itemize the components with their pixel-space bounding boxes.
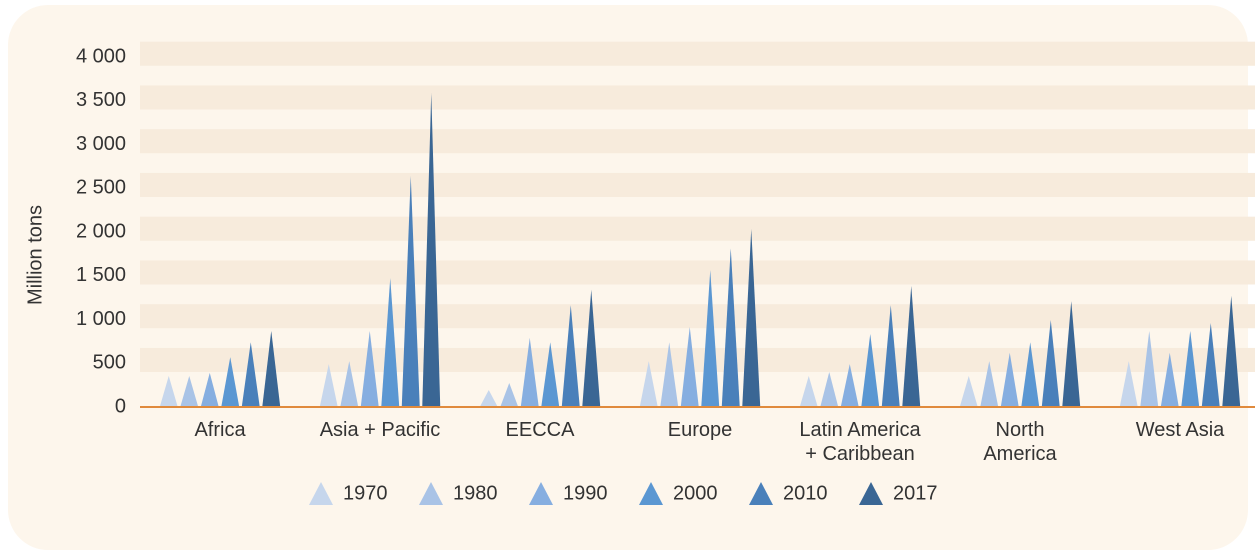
bar	[340, 361, 359, 407]
bar	[1021, 342, 1040, 407]
x-tick-label-line: America	[983, 443, 1057, 465]
legend-marker	[529, 482, 553, 505]
bar	[1201, 323, 1220, 407]
x-tick-label-line: Latin America	[799, 419, 921, 441]
legend-label: 1970	[343, 482, 388, 504]
bar	[799, 376, 818, 407]
bar	[701, 270, 720, 407]
bar	[1041, 319, 1060, 407]
y-tick-label: 1 000	[76, 308, 126, 330]
bar	[479, 389, 498, 407]
bar	[902, 285, 921, 407]
y-tick-label: 4 000	[76, 45, 126, 67]
legend-marker	[859, 482, 883, 505]
x-tick-label: Africa	[194, 419, 246, 441]
y-tick-label: 3 500	[76, 89, 126, 111]
bar	[1160, 352, 1179, 407]
grid-band	[140, 41, 1255, 66]
bar	[500, 382, 519, 407]
x-tick-label: Latin America + Caribbean	[799, 419, 921, 465]
bar	[1222, 295, 1241, 407]
bar	[422, 92, 441, 407]
bar	[680, 326, 699, 407]
y-tick-label: 3 000	[76, 133, 126, 155]
legend-marker	[309, 482, 333, 505]
bar	[200, 372, 219, 407]
x-tick-label-line: West Asia	[1136, 419, 1225, 441]
bar	[660, 342, 679, 407]
x-tick-label-line: Asia + Pacific	[320, 419, 441, 441]
x-tick-label-line: EECCA	[506, 419, 576, 441]
legend-label: 1990	[563, 482, 608, 504]
y-tick-label: 2 500	[76, 177, 126, 199]
bar	[721, 248, 740, 407]
y-axis-label: Million tons	[24, 205, 46, 305]
legend-label: 2000	[673, 482, 718, 504]
y-tick-label: 500	[93, 352, 126, 374]
y-tick-label: 2 000	[76, 220, 126, 242]
x-tick-label-line: + Caribbean	[805, 443, 915, 465]
grid-band	[140, 347, 1255, 372]
grid-band	[140, 260, 1255, 285]
bar	[582, 289, 601, 407]
x-tick-label-line: Africa	[194, 419, 246, 441]
bar	[541, 342, 560, 407]
x-tick-label: West Asia	[1136, 419, 1225, 441]
bar	[742, 228, 761, 407]
bar	[401, 176, 420, 407]
bar	[639, 361, 658, 407]
bar	[221, 357, 240, 407]
legend-marker	[749, 482, 773, 505]
bar	[360, 330, 379, 407]
bar	[820, 372, 839, 407]
bar	[561, 305, 580, 407]
grid-band	[140, 129, 1255, 154]
legend-label: 1980	[453, 482, 498, 504]
x-tick-label-line: Europe	[668, 419, 733, 441]
y-tick-label: 1 500	[76, 264, 126, 286]
bar	[840, 364, 859, 407]
x-tick-label-line: North	[996, 419, 1045, 441]
bar	[1000, 352, 1019, 407]
bar	[959, 376, 978, 407]
legend-marker	[419, 482, 443, 505]
legend-marker	[639, 482, 663, 505]
y-tick-label: 0	[115, 395, 126, 417]
bar	[1119, 361, 1138, 407]
legend-label: 2010	[783, 482, 828, 504]
bar	[520, 337, 539, 407]
x-tick-label: Europe	[668, 419, 733, 441]
bar	[159, 376, 178, 407]
x-tick-label: EECCA	[506, 419, 576, 441]
grid-band	[140, 85, 1255, 110]
grid-band	[140, 304, 1255, 329]
bar	[1140, 330, 1159, 407]
grid-band	[140, 172, 1255, 197]
bar	[881, 305, 900, 407]
bar	[980, 361, 999, 407]
bar	[262, 330, 281, 407]
legend-label: 2017	[893, 482, 938, 504]
x-tick-label: North America	[983, 419, 1057, 465]
bar	[381, 277, 400, 407]
x-tick-label: Asia + Pacific	[320, 419, 441, 441]
bar	[180, 376, 199, 407]
bar	[861, 333, 880, 407]
grid-band	[140, 216, 1255, 241]
bar	[241, 342, 260, 407]
bar	[319, 364, 338, 407]
bar	[1062, 301, 1081, 407]
bar	[1181, 330, 1200, 407]
